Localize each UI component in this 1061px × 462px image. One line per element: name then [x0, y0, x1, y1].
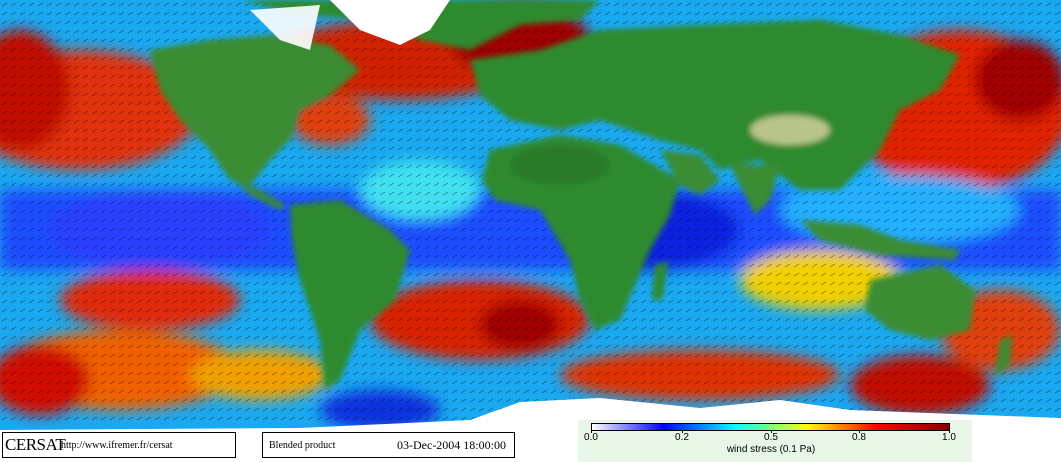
land-masses [150, 0, 1012, 390]
cersat-logo: CERSAT [5, 435, 66, 454]
greenland-ice [330, 0, 450, 45]
colorbar-tick [591, 430, 592, 433]
colorbar-tick-label: 0.2 [675, 432, 689, 443]
colorbar-tick [682, 430, 683, 433]
product-datetime: 03-Dec-2004 18:00:00 [397, 438, 506, 452]
product-box: Blended product 03-Dec-2004 18:00:00 [262, 432, 515, 458]
colorbar-tick-label: 0.0 [584, 432, 598, 443]
product-label: Blended product [269, 440, 336, 451]
colorbar-tick [949, 430, 950, 433]
colorbar-tick [771, 430, 772, 433]
cersat-url[interactable]: http://www.ifremer.fr/cersat [61, 440, 173, 451]
colorbar-tick-label: 0.8 [852, 432, 866, 443]
arctic-islands-ice [250, 5, 320, 50]
logo-box: CERSAT http://www.ifremer.fr/cersat [2, 432, 236, 458]
colorbar [591, 423, 950, 431]
colorbar-tick-label: 0.5 [764, 432, 778, 443]
colorbar-tick-label: 1.0 [942, 432, 956, 443]
colorbar-tick [859, 430, 860, 433]
colorbar-label: wind stress (0.1 Pa) [726, 444, 816, 455]
